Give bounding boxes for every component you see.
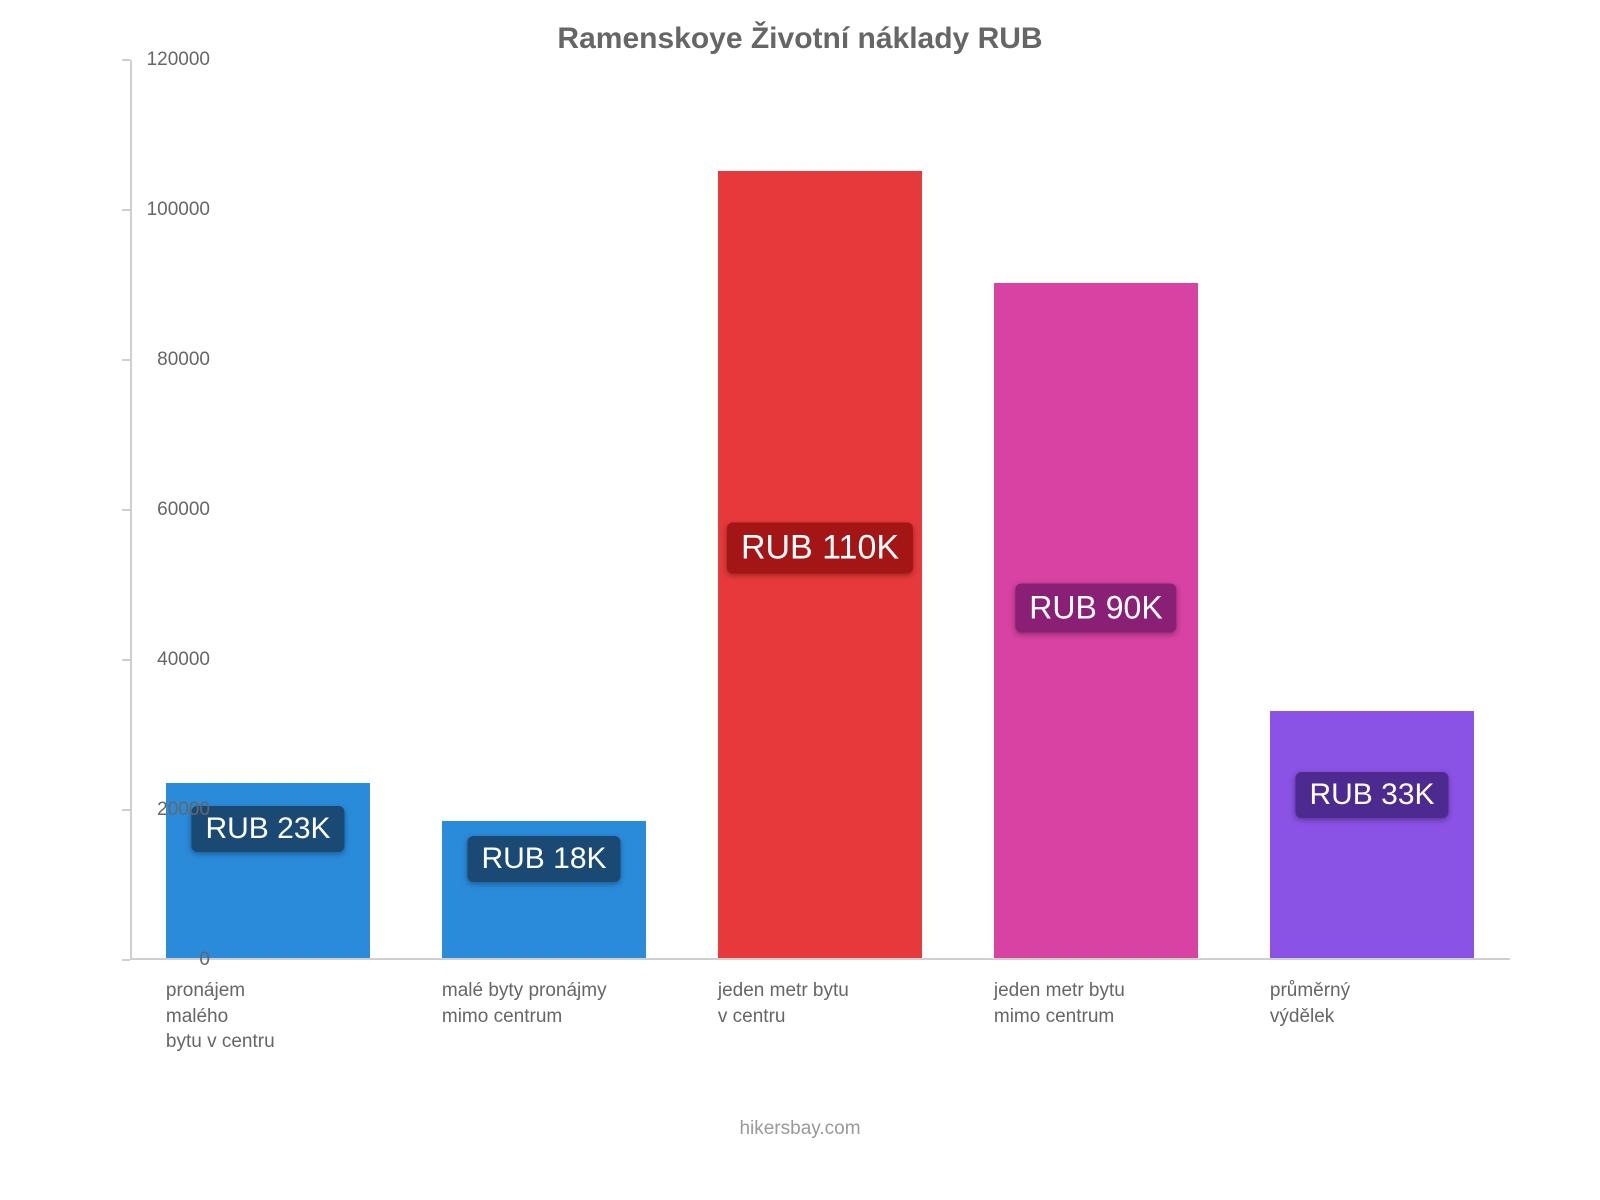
bar-value-badge: RUB 33K xyxy=(1295,772,1448,818)
bar-value-badge: RUB 90K xyxy=(1015,583,1176,632)
x-category-label: průměrný výdělek xyxy=(1270,978,1514,1029)
x-category-label: malé byty pronájmy mimo centrum xyxy=(442,978,686,1029)
x-category-label: jeden metr bytu mimo centrum xyxy=(994,978,1238,1029)
x-category-label: pronájem malého bytu v centru xyxy=(166,978,410,1055)
bar-value-badge: RUB 110K xyxy=(727,522,913,573)
chart-container: Ramenskoye Životní náklady RUB RUB 23KRU… xyxy=(0,0,1600,1200)
bar-value-badge: RUB 18K xyxy=(467,836,620,882)
x-category-label: jeden metr bytu v centru xyxy=(718,978,962,1029)
bar-value-badge: RUB 23K xyxy=(191,806,344,852)
y-tick-label: 60000 xyxy=(100,499,210,521)
y-tick-label: 120000 xyxy=(100,49,210,71)
footer-credit: hikersbay.com xyxy=(0,1118,1600,1140)
y-tick-label: 80000 xyxy=(100,349,210,371)
chart-title: Ramenskoye Životní náklady RUB xyxy=(0,22,1600,56)
y-tick-label: 0 xyxy=(100,949,210,971)
bar xyxy=(1270,711,1474,959)
y-tick-label: 100000 xyxy=(100,199,210,221)
plot-area: RUB 23K RUB 18K RUB 110K RUB 90K RUB 33K xyxy=(130,60,1510,960)
x-axis-line xyxy=(130,958,1510,960)
y-tick-label: 20000 xyxy=(100,799,210,821)
y-tick-label: 40000 xyxy=(100,649,210,671)
